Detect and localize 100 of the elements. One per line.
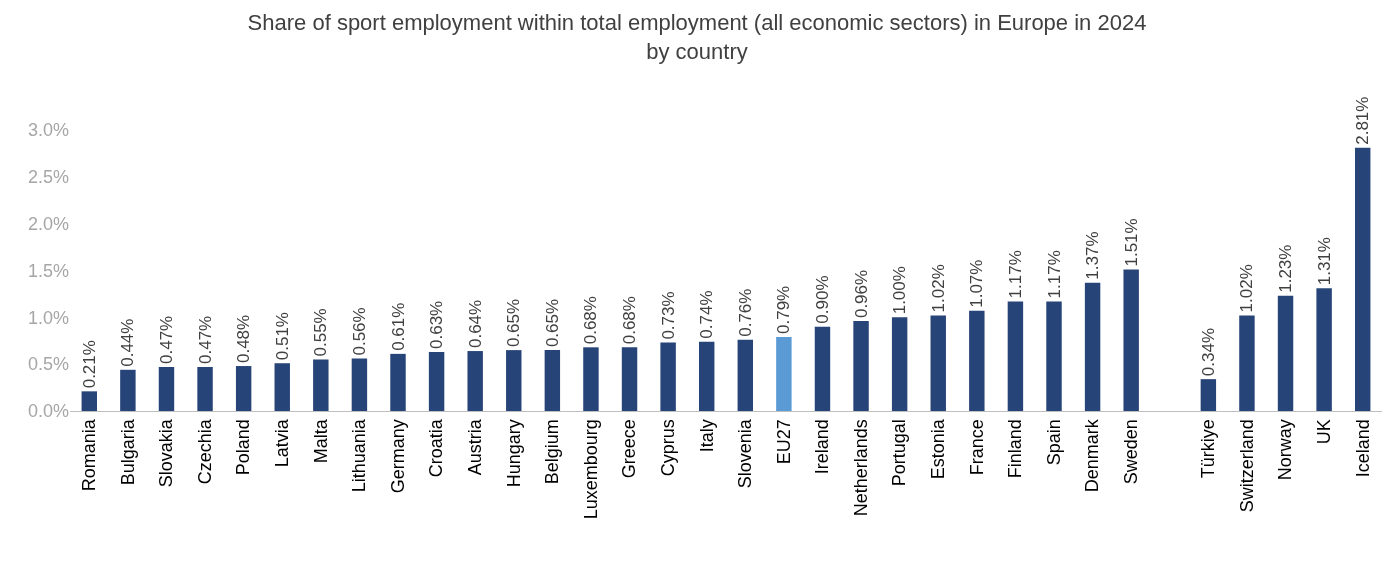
x-tick-label: Netherlands (850, 419, 871, 517)
y-tick-label: 0.5% (27, 354, 69, 375)
bar (313, 359, 329, 411)
x-tick-label: Luxembourg (580, 419, 601, 520)
x-tick-label: Cyprus (657, 419, 678, 477)
data-label: 1.23% (1276, 244, 1296, 293)
data-label: 1.31% (1314, 237, 1334, 286)
data-label: 0.56% (349, 307, 369, 356)
bar (853, 321, 869, 411)
data-label: 0.79% (774, 285, 794, 334)
x-tick-label: Slovenia (735, 418, 756, 489)
data-label: 0.48% (234, 314, 254, 364)
bar (158, 366, 175, 411)
x-tick-label: Poland (233, 419, 254, 476)
data-label: 0.65% (542, 298, 562, 348)
bar (1007, 301, 1024, 411)
x-tick-label: Malta (310, 418, 331, 464)
data-label: 0.73% (658, 291, 678, 340)
data-label: 1.02% (928, 264, 948, 313)
bar (930, 315, 946, 411)
x-tick-label: Norway (1275, 419, 1296, 481)
data-label: 0.47% (195, 315, 215, 364)
data-label: 0.96% (851, 269, 871, 319)
bar (390, 353, 406, 411)
x-tick-label: Spain (1043, 419, 1064, 466)
data-label: 0.55% (311, 308, 331, 357)
bar (467, 351, 483, 411)
x-tick-label: Denmark (1082, 418, 1103, 493)
x-tick-label: UK (1313, 419, 1334, 445)
bar (197, 366, 213, 411)
x-tick-label: Bulgaria (117, 418, 138, 486)
x-tick-label: Iceland (1352, 419, 1373, 478)
y-tick-label: 1.5% (27, 260, 69, 281)
data-label: 1.00% (890, 266, 910, 315)
bar (274, 363, 290, 411)
x-tick-label: France (966, 419, 987, 476)
y-tick-label: 0.0% (27, 401, 69, 422)
data-label: 0.76% (735, 288, 755, 337)
x-tick-label: Sweden (1121, 419, 1142, 485)
data-label: 0.68% (581, 296, 601, 345)
bar (1316, 288, 1332, 411)
x-tick-label: EU27 (773, 419, 794, 465)
y-tick-label: 3.0% (27, 120, 69, 141)
bar (1354, 147, 1371, 411)
bar (1084, 282, 1101, 411)
x-tick-label: Germany (387, 419, 408, 494)
data-label: 0.61% (388, 302, 408, 351)
data-label: 0.34% (1198, 327, 1218, 377)
x-tick-label: Türkiye (1198, 419, 1219, 479)
bar (891, 317, 908, 411)
data-label: 0.90% (812, 275, 832, 324)
bar (1046, 301, 1062, 411)
x-tick-label: Hungary (503, 419, 524, 488)
y-tick-label: 2.0% (27, 213, 69, 234)
data-label: 2.81% (1353, 96, 1373, 145)
y-tick-label: 2.5% (27, 167, 69, 188)
bar (81, 391, 98, 411)
x-tick-label: Croatia (426, 418, 447, 478)
data-label: 1.17% (1044, 250, 1064, 299)
x-tick-label: Estonia (928, 418, 949, 480)
x-tick-label: Romania (79, 418, 100, 492)
x-tick-label: Portugal (889, 419, 910, 487)
x-tick-label: Lithuania (349, 418, 370, 493)
data-label: 0.21% (79, 340, 99, 389)
bar (351, 358, 368, 411)
bar (235, 366, 252, 411)
x-tick-label: Finland (1005, 419, 1026, 479)
data-label: 1.02% (1237, 264, 1257, 313)
bar (1277, 295, 1294, 411)
data-label: 0.64% (465, 299, 485, 349)
x-tick-label: Greece (619, 419, 640, 479)
bar (1200, 379, 1217, 411)
data-label: 0.68% (620, 296, 640, 345)
x-tick-label: Belgium (542, 419, 563, 485)
x-tick-label: Slovakia (156, 418, 177, 488)
bar (428, 351, 445, 411)
bar (969, 310, 985, 411)
bar (776, 337, 792, 411)
x-tick-label: Austria (465, 418, 486, 476)
x-tick-label: Switzerland (1236, 419, 1257, 513)
data-label: 0.47% (156, 315, 176, 364)
bar (544, 350, 561, 411)
data-label: 0.65% (504, 298, 524, 348)
bar (698, 341, 715, 411)
bar (737, 339, 754, 411)
x-tick-label: Italy (696, 419, 717, 453)
data-label: 1.17% (1005, 250, 1025, 299)
data-label: 1.51% (1121, 218, 1141, 267)
x-tick-label: Ireland (812, 419, 833, 475)
data-label: 1.37% (1083, 231, 1103, 280)
data-label: 0.63% (427, 300, 447, 349)
data-label: 0.51% (272, 312, 292, 361)
data-label: 0.74% (697, 290, 717, 339)
bar (621, 347, 638, 411)
data-label: 0.44% (118, 318, 138, 367)
bar (506, 350, 522, 411)
x-tick-label: Latvia (272, 418, 293, 468)
bar (583, 347, 599, 411)
bar (814, 326, 831, 411)
chart-title: Share of sport employment within total employment (all economic sectors) in Europe in 2024 by country (247, 10, 1147, 64)
